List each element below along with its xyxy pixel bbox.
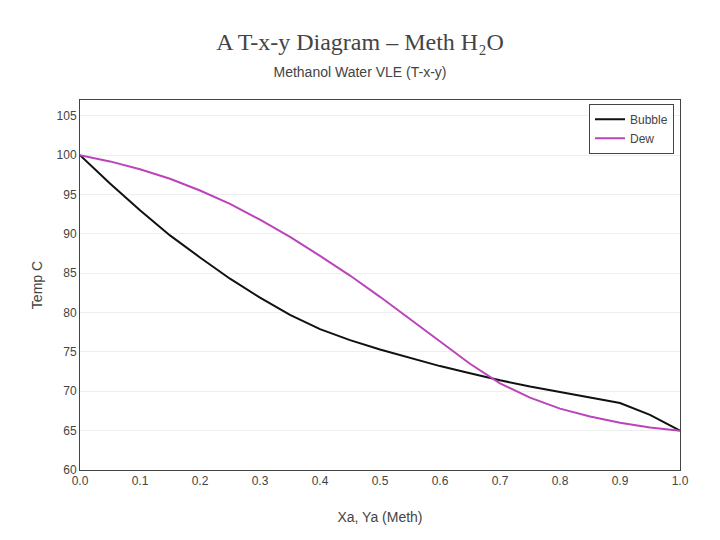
svg-text:Methanol Water VLE (T-x-y): Methanol Water VLE (T-x-y) bbox=[274, 64, 447, 80]
svg-text:Xa, Ya (Meth): Xa, Ya (Meth) bbox=[337, 509, 422, 525]
svg-text:65: 65 bbox=[63, 424, 77, 438]
svg-text:0.2: 0.2 bbox=[192, 474, 209, 488]
svg-text:90: 90 bbox=[63, 227, 77, 241]
svg-text:Temp C: Temp C bbox=[29, 261, 45, 309]
svg-text:75: 75 bbox=[63, 345, 77, 359]
svg-text:Dew: Dew bbox=[630, 132, 654, 146]
svg-text:0.7: 0.7 bbox=[492, 474, 509, 488]
svg-text:0.9: 0.9 bbox=[612, 474, 629, 488]
svg-text:0.4: 0.4 bbox=[312, 474, 329, 488]
svg-text:0.0: 0.0 bbox=[72, 474, 89, 488]
svg-text:80: 80 bbox=[63, 306, 77, 320]
svg-text:1.0: 1.0 bbox=[672, 474, 689, 488]
svg-text:A T-x-y Diagram – Meth H₂O: A T-x-y Diagram – Meth H₂O bbox=[216, 29, 504, 55]
svg-text:100: 100 bbox=[57, 148, 77, 162]
svg-text:95: 95 bbox=[63, 188, 77, 202]
svg-text:105: 105 bbox=[57, 109, 77, 123]
svg-text:0.1: 0.1 bbox=[132, 474, 149, 488]
svg-text:0.8: 0.8 bbox=[552, 474, 569, 488]
svg-text:Bubble: Bubble bbox=[630, 113, 668, 127]
svg-text:85: 85 bbox=[63, 266, 77, 280]
svg-text:0.5: 0.5 bbox=[372, 474, 389, 488]
svg-text:0.6: 0.6 bbox=[432, 474, 449, 488]
svg-text:0.3: 0.3 bbox=[252, 474, 269, 488]
svg-text:60: 60 bbox=[63, 463, 77, 477]
svg-text:70: 70 bbox=[63, 384, 77, 398]
